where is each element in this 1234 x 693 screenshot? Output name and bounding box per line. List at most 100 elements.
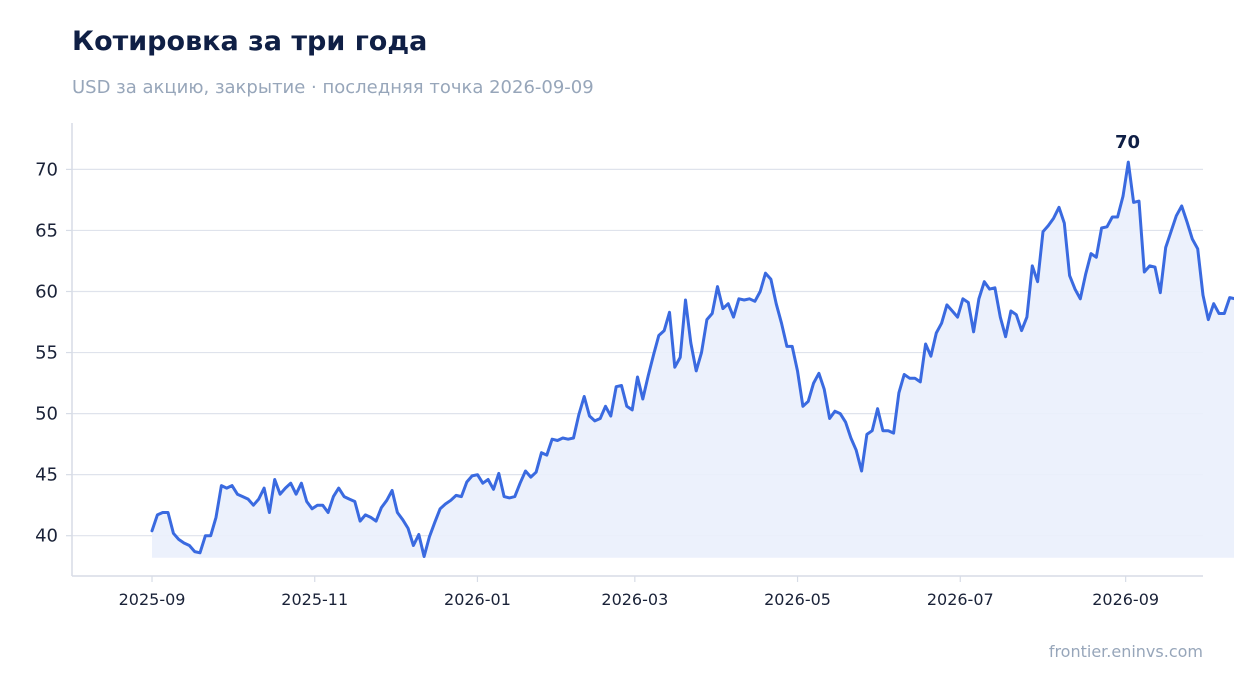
data-point-125 bbox=[816, 371, 821, 376]
data-point-72 bbox=[534, 470, 539, 475]
data-point-42 bbox=[374, 519, 379, 524]
data-point-13 bbox=[219, 483, 224, 488]
data-point-168 bbox=[1046, 223, 1051, 228]
x-tick-label-2026-03: 2026-03 bbox=[601, 590, 668, 609]
data-point-198 bbox=[1206, 317, 1211, 322]
data-point-191 bbox=[1169, 229, 1174, 234]
x-tick-label-2025-11: 2025-11 bbox=[281, 590, 348, 609]
data-point-83 bbox=[592, 418, 597, 423]
data-point-165 bbox=[1030, 263, 1035, 268]
data-point-56 bbox=[448, 498, 453, 503]
data-point-107 bbox=[720, 306, 725, 311]
data-point-105 bbox=[710, 311, 715, 316]
data-point-3 bbox=[166, 510, 171, 515]
data-point-20 bbox=[256, 497, 261, 502]
data-point-192 bbox=[1174, 213, 1179, 218]
data-point-48 bbox=[406, 526, 411, 531]
data-point-144 bbox=[918, 379, 923, 384]
data-point-117 bbox=[774, 301, 779, 306]
data-point-106 bbox=[715, 284, 720, 289]
data-point-26 bbox=[288, 481, 293, 486]
data-point-90 bbox=[630, 407, 635, 412]
data-point-110 bbox=[736, 296, 741, 301]
data-point-163 bbox=[1019, 328, 1024, 333]
data-point-187 bbox=[1147, 263, 1152, 268]
data-point-47 bbox=[400, 517, 405, 522]
data-point-27 bbox=[294, 492, 299, 497]
data-point-9 bbox=[198, 550, 203, 555]
data-point-160 bbox=[1003, 334, 1008, 339]
data-point-77 bbox=[560, 436, 565, 441]
data-point-64 bbox=[491, 487, 496, 492]
data-point-134 bbox=[864, 432, 869, 437]
data-point-17 bbox=[240, 494, 245, 499]
data-point-196 bbox=[1195, 246, 1200, 251]
data-point-18 bbox=[246, 497, 251, 502]
data-point-32 bbox=[320, 503, 325, 508]
data-point-182 bbox=[1121, 194, 1126, 199]
data-point-108 bbox=[726, 301, 731, 306]
data-point-21 bbox=[262, 486, 267, 491]
data-point-95 bbox=[656, 333, 661, 338]
data-point-176 bbox=[1089, 251, 1094, 256]
data-point-173 bbox=[1073, 287, 1078, 292]
data-point-19 bbox=[251, 503, 256, 508]
data-point-41 bbox=[368, 515, 373, 520]
data-point-60 bbox=[470, 473, 475, 478]
data-point-147 bbox=[934, 331, 939, 336]
data-point-113 bbox=[752, 299, 757, 304]
data-point-119 bbox=[784, 344, 789, 349]
data-point-179 bbox=[1105, 224, 1110, 229]
data-point-195 bbox=[1190, 237, 1195, 242]
data-point-39 bbox=[358, 519, 363, 524]
data-point-31 bbox=[315, 503, 320, 508]
data-point-111 bbox=[742, 298, 747, 303]
data-point-137 bbox=[880, 428, 885, 433]
data-point-53 bbox=[432, 520, 437, 525]
data-point-140 bbox=[896, 390, 901, 395]
data-point-114 bbox=[758, 289, 763, 294]
data-point-166 bbox=[1035, 279, 1040, 284]
annotations: 70 bbox=[1115, 132, 1140, 153]
data-point-33 bbox=[326, 510, 331, 515]
data-point-99 bbox=[678, 355, 683, 360]
data-point-57 bbox=[454, 493, 459, 498]
data-point-12 bbox=[214, 515, 219, 520]
data-point-5 bbox=[176, 537, 181, 542]
source-credit: frontier.eninvs.com bbox=[1048, 642, 1203, 661]
data-point-202 bbox=[1227, 295, 1232, 300]
data-point-68 bbox=[512, 494, 517, 499]
y-tick-label-40: 40 bbox=[35, 526, 58, 547]
data-point-139 bbox=[891, 431, 896, 436]
data-point-10 bbox=[203, 533, 208, 538]
data-point-24 bbox=[278, 492, 283, 497]
data-point-30 bbox=[310, 506, 315, 511]
data-point-171 bbox=[1062, 221, 1067, 226]
data-point-35 bbox=[336, 486, 341, 491]
data-point-199 bbox=[1211, 301, 1216, 306]
data-point-11 bbox=[208, 533, 213, 538]
data-point-71 bbox=[528, 475, 533, 480]
data-point-151 bbox=[955, 315, 960, 320]
y-tick-label-50: 50 bbox=[35, 404, 58, 425]
data-point-118 bbox=[779, 321, 784, 326]
data-point-183 bbox=[1126, 160, 1131, 165]
data-point-186 bbox=[1142, 270, 1147, 275]
data-point-78 bbox=[566, 437, 571, 442]
data-point-52 bbox=[427, 534, 432, 539]
data-point-102 bbox=[694, 368, 699, 373]
data-point-79 bbox=[571, 436, 576, 441]
data-point-29 bbox=[304, 499, 309, 504]
data-point-116 bbox=[768, 277, 773, 282]
chart-subtitle: USD за акцию, закрытие · последняя точка… bbox=[72, 77, 594, 98]
data-point-120 bbox=[790, 344, 795, 349]
data-point-45 bbox=[390, 488, 395, 493]
data-point-40 bbox=[363, 512, 368, 517]
data-point-1 bbox=[155, 512, 160, 517]
data-point-84 bbox=[598, 416, 603, 421]
data-point-15 bbox=[230, 483, 235, 488]
data-point-161 bbox=[1008, 309, 1013, 314]
data-point-100 bbox=[683, 298, 688, 303]
data-point-177 bbox=[1094, 255, 1099, 260]
data-point-164 bbox=[1024, 315, 1029, 320]
